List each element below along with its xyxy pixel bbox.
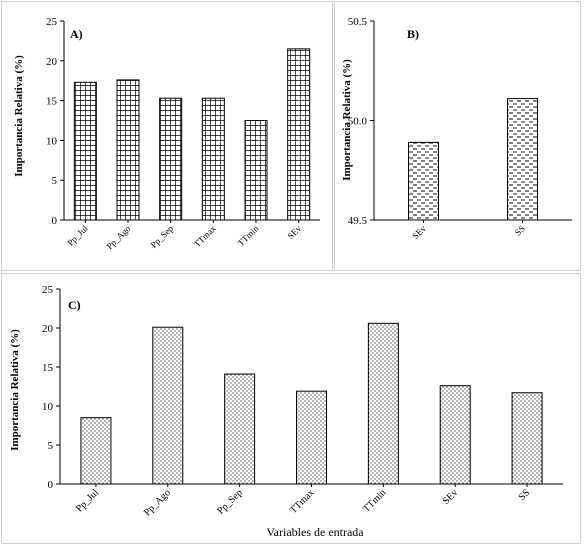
panel-a-frame [1, 1, 333, 271]
panel-a-category-label: Pp_Jul [65, 223, 90, 248]
panel-a-category-label: TTmin [236, 223, 261, 248]
panel-c-y-tick-label: 20 [42, 323, 54, 335]
panel-a-category-label: Pp_Ago [104, 223, 132, 251]
panel-b-label: B) [407, 27, 419, 41]
panel-c-category-label: SEv [441, 487, 461, 507]
panel-c-y-tick-label: 15 [42, 362, 54, 374]
panel-c-x-axis-label: Variables de entrada [266, 525, 364, 539]
panel-a-bar-pp-ago [116, 79, 140, 221]
panel-a-label: A) [70, 27, 83, 41]
panel-c-category-label: TTmax [288, 487, 317, 516]
chart-a: A) Importancia Relativa (%) 0 5 10 15 20 25 Pp… [13, 16, 320, 251]
panel-c-bar-pp-sep [224, 373, 256, 485]
panel-a-bar-ttmin [244, 120, 268, 221]
panel-a-bar-ttmax [201, 97, 225, 221]
panel-a-y-tick-label: 25 [46, 16, 58, 28]
panel-b-y-tick-label: 50.5 [348, 16, 368, 28]
panel-a-y-tick-label: 0 [52, 215, 58, 227]
panel-b-frame [334, 1, 581, 271]
panel-c-category-label: Pp_Jul [74, 487, 101, 514]
panel-a-y-tick-label: 15 [46, 96, 58, 108]
panel-a-bar-pp-sep [159, 97, 183, 221]
panel-b-plot: 49.5 50.0 50.5 SEv SS [348, 16, 572, 241]
chart-c: C) Importancia Relativa (%) Variables de… [9, 284, 563, 539]
panel-a-bar-pp-jul [73, 81, 97, 221]
panel-b-y-tick-label: 49.5 [348, 215, 368, 227]
panel-c-category-label: Pp_Sep [215, 487, 244, 516]
panel-c-category-label: TTmin [361, 487, 388, 514]
panel-b-y-axis-label: Importancia Relativa (%) [341, 59, 353, 181]
panel-c-y-tick-label: 10 [42, 401, 54, 413]
panel-c-y-tick-label: 5 [48, 440, 54, 452]
panel-a-category-label: Pp_Sep [149, 223, 176, 250]
panel-a-y-tick-label: 5 [52, 175, 58, 187]
panel-a-plot: 0 5 10 15 20 25 Pp_Jul Pp_Ago Pp_Sep TTmax TTmin SE… [46, 16, 320, 251]
panel-c-category-label: Pp_Ago [142, 487, 173, 518]
panel-a-bar-sev [287, 48, 311, 221]
panel-b-category-label: SEv [410, 223, 428, 241]
panel-c-bar-pp-ago [152, 326, 184, 485]
panel-c-bar-ttmin [367, 322, 399, 485]
panel-c-category-label: SS [517, 487, 533, 503]
panel-a-category-label: TTmax [192, 223, 218, 249]
panel-a-category-label: SEv [285, 223, 303, 241]
panel-c-bar-sev [439, 385, 471, 485]
panel-a-y-axis-label: Importancia Relativa (%) [13, 55, 25, 177]
panel-c-y-tick-label: 0 [48, 479, 54, 491]
panel-b-category-label: SS [513, 223, 527, 237]
panel-c-label: C) [68, 298, 81, 312]
panel-c-bar-pp-jul [80, 417, 112, 485]
panel-b-bar-sev [408, 141, 439, 221]
panel-c-bar-ttmax [296, 390, 327, 485]
panel-b-y-tick-label: 50.0 [348, 116, 368, 128]
panel-c-frame [1, 273, 581, 544]
panel-c-bar-ss [511, 392, 543, 485]
panel-c-y-tick-label: 25 [42, 284, 54, 296]
panel-a-y-tick-label: 10 [46, 135, 58, 147]
chart-b: B) Importancia Relativa (%) 49.5 50.0 50.5… [341, 16, 572, 241]
panel-c-y-axis-label: Importancia Relativa (%) [9, 329, 21, 451]
panel-b-bar-ss [507, 98, 538, 221]
panel-c-plot: 0 5 10 15 20 25 Pp_Jul Pp_Ago Pp_Sep TTmax TTmin SE… [42, 284, 563, 518]
panel-a-y-tick-label: 20 [46, 56, 58, 68]
